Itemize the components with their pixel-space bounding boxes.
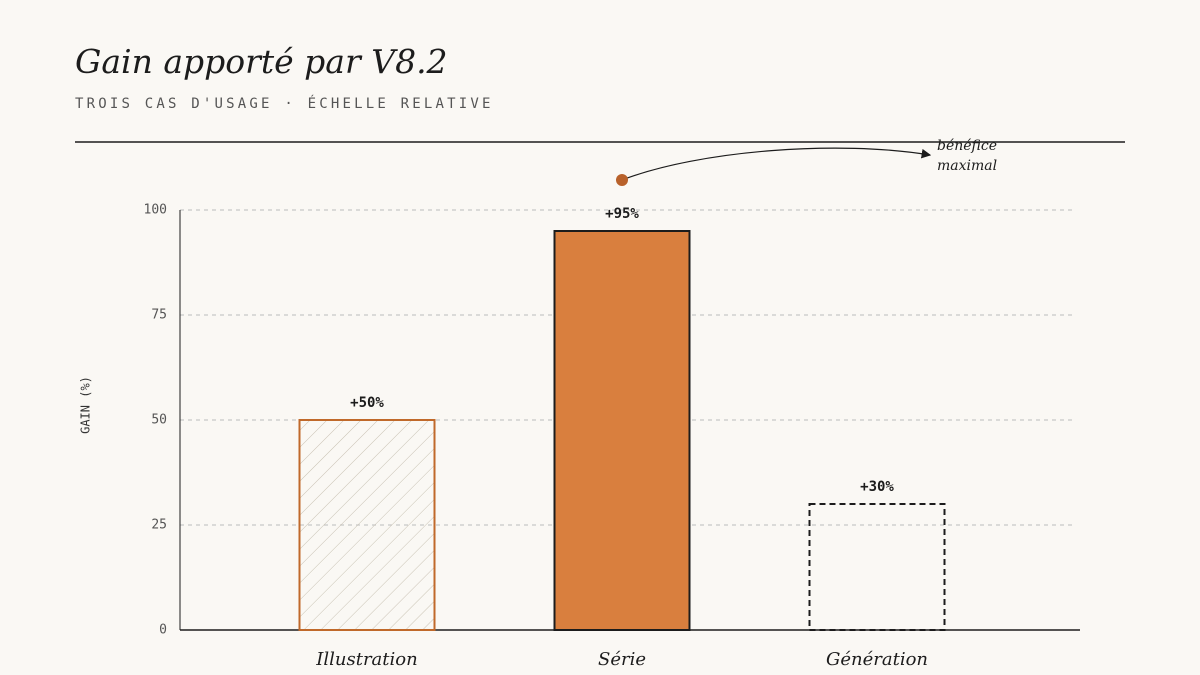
y-tick-label: 100 (144, 203, 167, 218)
bar (298, 419, 436, 631)
bar (808, 503, 946, 631)
bar (553, 230, 691, 631)
y-tick-label: 50 (151, 413, 167, 428)
annotation: bénéfice maximal (937, 138, 998, 174)
y-tick-label: 75 (151, 308, 167, 323)
value-label: +50% (350, 395, 384, 411)
y-tick-label: 25 (151, 518, 167, 533)
x-tick-label: Illustration (315, 649, 417, 670)
y-tick-label: 0 (159, 623, 167, 638)
x-tick-label: Série (598, 649, 646, 670)
y-axis-label: GAIN (%) (79, 376, 93, 434)
x-tick-label: Génération (826, 649, 928, 670)
value-label: +95% (605, 206, 639, 222)
chart-subtitle: TROIS CAS D'USAGE · ÉCHELLE RELATIVE (75, 96, 494, 112)
value-label: +30% (860, 479, 894, 495)
chart-title: Gain apporté par V8.2 (75, 42, 448, 81)
annotation-dot (616, 174, 628, 186)
annotation-arrow (621, 147, 932, 181)
